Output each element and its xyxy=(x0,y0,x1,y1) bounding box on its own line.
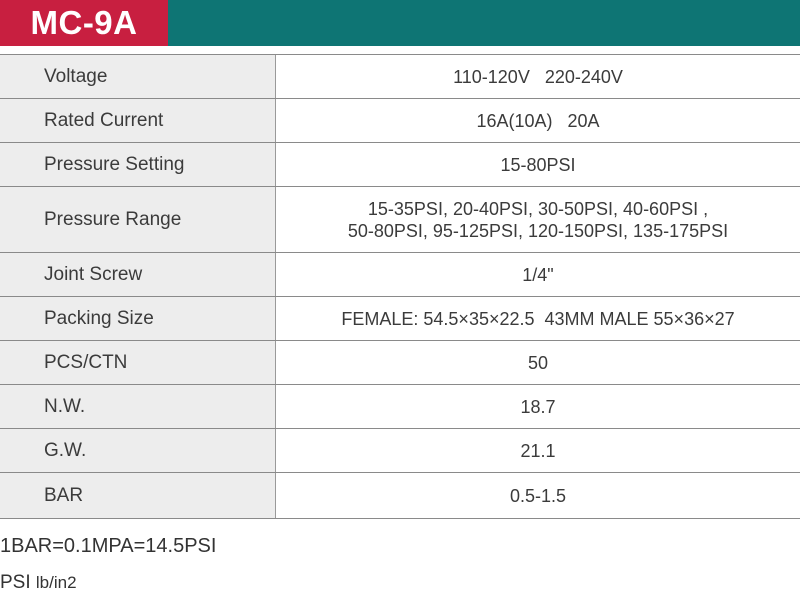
spec-value: 15-35PSI, 20-40PSI, 30-50PSI, 40-60PSI ,… xyxy=(276,187,800,252)
spec-label: Pressure Setting xyxy=(0,143,276,186)
spec-label: BAR xyxy=(0,473,276,518)
spec-value: 15-80PSI xyxy=(276,143,800,186)
spec-value-text: 110-120V 220-240V xyxy=(453,66,623,87)
spec-value-text: 50 xyxy=(527,352,549,373)
spec-row-nw: N.W. 18.7 xyxy=(0,385,800,429)
spec-row-joint-screw: Joint Screw 1/4" xyxy=(0,253,800,297)
spec-row-packing-size: Packing Size FEMALE: 54.5×35×22.5 43MM M… xyxy=(0,297,800,341)
spec-value-text: 0.5-1.5 xyxy=(509,485,567,506)
spec-row-bar: BAR 0.5-1.5 xyxy=(0,473,800,519)
spec-label: Voltage xyxy=(0,55,276,98)
spec-table: Voltage 110-120V 220-240V Rated Current … xyxy=(0,54,800,519)
spec-value-text: 50-80PSI, 95-125PSI, 120-150PSI, 135-175… xyxy=(347,220,729,241)
spec-row-gw: G.W. 21.1 xyxy=(0,429,800,473)
psi-unit-note: PSI lb/in2 xyxy=(0,572,77,594)
spec-value: FEMALE: 54.5×35×22.5 43MM MALE 55×36×27 xyxy=(276,297,800,340)
spec-value: 50 xyxy=(276,341,800,384)
spec-label: PCS/CTN xyxy=(0,341,276,384)
spec-row-voltage: Voltage 110-120V 220-240V xyxy=(0,55,800,99)
spec-row-pcs-ctn: PCS/CTN 50 xyxy=(0,341,800,385)
spec-label: Packing Size xyxy=(0,297,276,340)
header-bar: MC-9A xyxy=(0,0,800,46)
psi-prefix: PSI xyxy=(0,572,31,593)
spec-value-text: 18.7 xyxy=(520,396,556,417)
spec-value-text: 21.1 xyxy=(520,440,556,461)
spec-value-text: 16A(10A) 20A xyxy=(476,110,600,131)
spec-value-text: FEMALE: 54.5×35×22.5 43MM MALE 55×36×27 xyxy=(341,308,735,329)
conversion-note: 1BAR=0.1MPA=14.5PSI xyxy=(0,535,217,557)
spec-value-text: 15-35PSI, 20-40PSI, 30-50PSI, 40-60PSI , xyxy=(367,198,709,219)
spec-row-rated-current: Rated Current 16A(10A) 20A xyxy=(0,99,800,143)
spec-label: Joint Screw xyxy=(0,253,276,296)
spec-label: Rated Current xyxy=(0,99,276,142)
model-title: MC-9A xyxy=(0,0,168,46)
spec-value: 18.7 xyxy=(276,385,800,428)
spec-value: 16A(10A) 20A xyxy=(276,99,800,142)
spec-value-text: 15-80PSI xyxy=(500,154,576,175)
spec-value-text: 1/4" xyxy=(522,264,554,285)
spec-label: N.W. xyxy=(0,385,276,428)
spec-row-pressure-setting: Pressure Setting 15-80PSI xyxy=(0,143,800,187)
spec-row-pressure-range: Pressure Range 15-35PSI, 20-40PSI, 30-50… xyxy=(0,187,800,253)
spec-label: Pressure Range xyxy=(0,187,276,252)
psi-unit: lb/in2 xyxy=(35,573,77,592)
spec-value: 1/4" xyxy=(276,253,800,296)
spec-value: 110-120V 220-240V xyxy=(276,55,800,98)
spec-value: 0.5-1.5 xyxy=(276,473,800,518)
spec-label: G.W. xyxy=(0,429,276,472)
spec-value: 21.1 xyxy=(276,429,800,472)
